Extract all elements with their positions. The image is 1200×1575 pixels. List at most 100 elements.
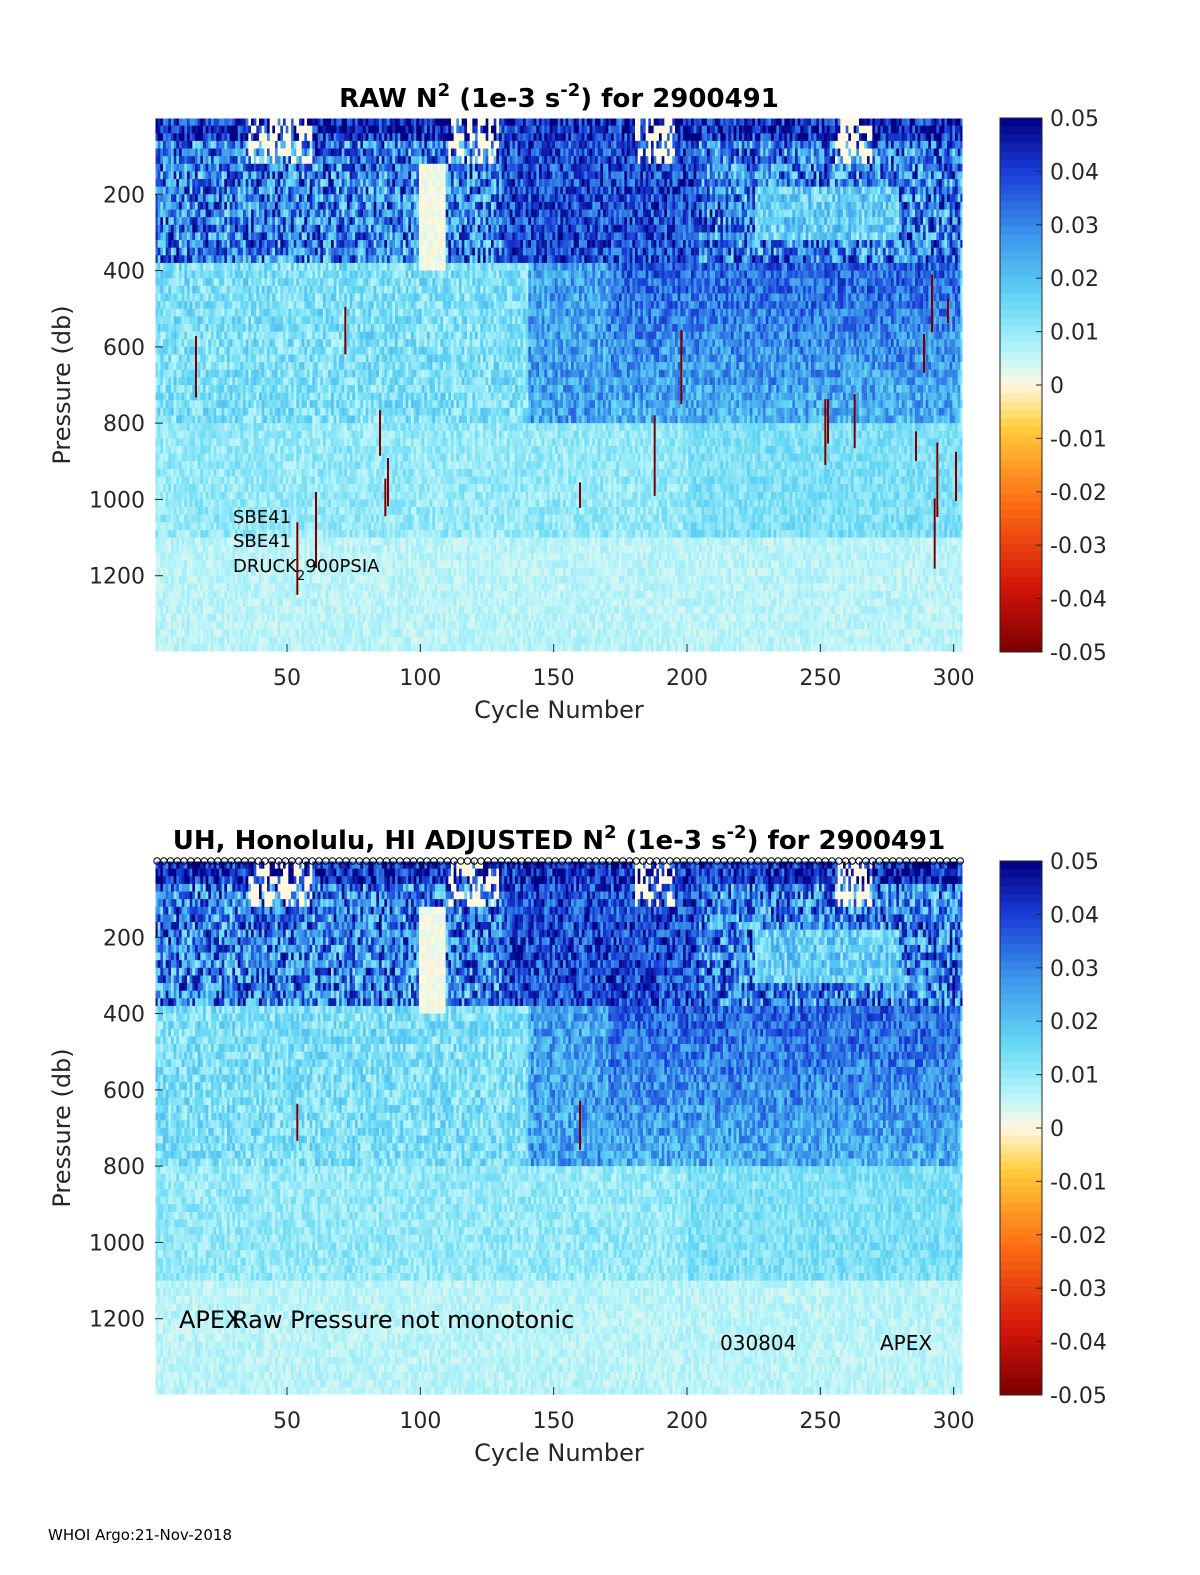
heatmap-cell — [158, 499, 161, 507]
heatmap-cell — [166, 446, 169, 454]
heatmap-cell — [163, 370, 166, 378]
heatmap-cell — [195, 271, 198, 279]
heatmap-cell — [190, 438, 193, 446]
heatmap-cell — [160, 118, 163, 126]
heatmap-cell — [184, 591, 187, 599]
heatmap-cell — [190, 644, 193, 652]
heatmap-cell — [192, 416, 195, 424]
heatmap-cell — [190, 187, 193, 195]
heatmap-cell — [163, 431, 166, 439]
heatmap-cell — [190, 423, 193, 431]
heatmap-cell — [160, 278, 163, 286]
heatmap-cell — [195, 454, 198, 462]
heatmap-cell — [192, 621, 195, 629]
heatmap-cell — [192, 232, 195, 240]
heatmap-cell — [166, 416, 169, 424]
heatmap-cell — [184, 194, 187, 202]
heatmap-cell — [184, 469, 187, 477]
heatmap-cell — [187, 431, 190, 439]
heatmap-cell — [187, 515, 190, 523]
heatmap-cell — [171, 621, 174, 629]
heatmap-cell — [174, 301, 177, 309]
heatmap-cell — [192, 141, 195, 149]
heatmap-cell — [176, 225, 179, 233]
heatmap-cell — [158, 408, 161, 416]
heatmap-cell — [163, 362, 166, 370]
heatmap-cell — [168, 271, 171, 279]
heatmap-cell — [179, 324, 182, 332]
heatmap-cell — [187, 156, 190, 164]
heatmap-cell — [166, 141, 169, 149]
heatmap-cell — [166, 232, 169, 240]
heatmap-cell — [192, 408, 195, 416]
heatmap-cell — [182, 278, 185, 286]
heatmap-cell — [187, 599, 190, 607]
heatmap-cell — [166, 301, 169, 309]
heatmap-cell — [163, 217, 166, 225]
heatmap-cell — [163, 194, 166, 202]
heatmap-cell — [184, 560, 187, 568]
heatmap-cell — [168, 164, 171, 172]
heatmap-cell — [158, 187, 161, 195]
heatmap-cell — [174, 416, 177, 424]
heatmap-cell — [163, 179, 166, 187]
heatmap-cell — [174, 271, 177, 279]
heatmap-cell — [168, 644, 171, 652]
heatmap-cell — [179, 576, 182, 584]
heatmap-cell — [190, 133, 193, 141]
heatmap-cell — [182, 431, 185, 439]
heatmap-cell — [158, 416, 161, 424]
heatmap-cell — [174, 614, 177, 622]
heatmap-cell — [195, 187, 198, 195]
heatmap-cell — [163, 225, 166, 233]
heatmap-cell — [195, 545, 198, 553]
heatmap-cell — [195, 446, 198, 454]
heatmap-cell — [190, 637, 193, 645]
heatmap-cell — [160, 484, 163, 492]
heatmap-cell — [174, 377, 177, 385]
heatmap-cell — [174, 492, 177, 500]
heatmap-cell — [190, 332, 193, 340]
heatmap-cell — [174, 133, 177, 141]
heatmap-cell — [163, 515, 166, 523]
heatmap-cell — [160, 629, 163, 637]
heatmap-cell — [163, 126, 166, 134]
heatmap-cell — [168, 621, 171, 629]
heatmap-cell — [163, 621, 166, 629]
heatmap-cell — [174, 248, 177, 256]
heatmap-cell — [171, 309, 174, 317]
profile-column — [182, 118, 185, 652]
heatmap-cell — [160, 362, 163, 370]
heatmap-cell — [163, 461, 166, 469]
heatmap-cell — [179, 263, 182, 271]
profile-column — [168, 118, 171, 652]
heatmap-cell — [182, 591, 185, 599]
heatmap-cell — [163, 454, 166, 462]
heatmap-cell — [182, 538, 185, 546]
heatmap-cell — [182, 202, 185, 210]
heatmap-cell — [182, 210, 185, 218]
heatmap-cell — [160, 217, 163, 225]
heatmap-cell — [184, 217, 187, 225]
heatmap-cell — [179, 362, 182, 370]
heatmap-cell — [171, 324, 174, 332]
heatmap-cell — [166, 591, 169, 599]
heatmap-cell — [168, 446, 171, 454]
heatmap-cell — [171, 232, 174, 240]
heatmap-cell — [158, 179, 161, 187]
heatmap-cell — [198, 156, 201, 164]
heatmap-cell — [195, 499, 198, 507]
heatmap-cell — [160, 400, 163, 408]
heatmap-cell — [168, 416, 171, 424]
heatmap-cell — [195, 423, 198, 431]
heatmap-cell — [176, 354, 179, 362]
heatmap-cell — [190, 454, 193, 462]
heatmap-cell — [187, 210, 190, 218]
heatmap-cell — [192, 400, 195, 408]
heatmap-cell — [163, 263, 166, 271]
heatmap-cell — [174, 637, 177, 645]
heatmap-cell — [187, 621, 190, 629]
heatmap-cell — [174, 309, 177, 317]
heatmap-cell — [166, 423, 169, 431]
heatmap-cell — [190, 492, 193, 500]
